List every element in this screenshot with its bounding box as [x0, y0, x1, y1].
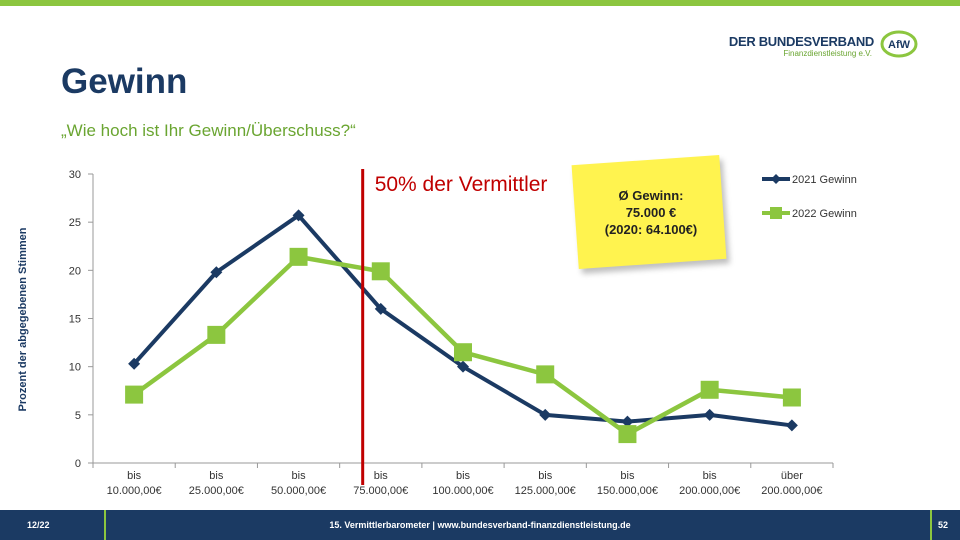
x-tick-label: 25.000,00€	[189, 485, 244, 497]
x-tick-label: 50.000,00€	[271, 485, 326, 497]
legend-label-1: 2021 Gewinn	[792, 174, 857, 186]
x-tick-label: 75.000,00€	[353, 485, 408, 497]
average-sticky-note: Ø Gewinn: 75.000 € (2020: 64.100€)	[571, 154, 727, 270]
x-tick-label: bis	[456, 470, 471, 482]
page-title: Gewinn	[61, 62, 188, 101]
x-tick-label: 200.000,00€	[679, 485, 740, 497]
logo-subtitle: Finanzdienstleistung e.V.	[783, 49, 872, 58]
x-tick-label: bis	[703, 470, 718, 482]
y-tick-label: 5	[75, 410, 81, 422]
series-2-point	[207, 325, 226, 344]
legend-marker-2	[770, 207, 782, 219]
page-subtitle: „Wie hoch ist Ihr Gewinn/Überschuss?“	[61, 121, 356, 140]
logo-mark-icon: AfW	[880, 30, 918, 58]
y-tick-label: 10	[69, 362, 81, 374]
sticky-note-text: Ø Gewinn: 75.000 € (2020: 64.100€)	[577, 187, 725, 238]
logo-mark-text: AfW	[888, 39, 911, 51]
x-tick-label: 100.000,00€	[432, 485, 493, 497]
series-2-point	[618, 425, 637, 444]
y-tick-label: 30	[69, 169, 81, 181]
series-2-point	[454, 343, 472, 362]
x-tick-label: bis	[620, 470, 635, 482]
y-tick-label: 20	[69, 265, 81, 277]
logo: DER BUNDESVERBAND Finanzdienstleistung e…	[729, 30, 920, 64]
top-accent-bar	[0, 0, 960, 6]
series-1-point	[128, 357, 141, 370]
series-2-point	[371, 262, 390, 281]
x-tick-label: 150.000,00€	[597, 485, 658, 497]
x-tick-label: bis	[127, 470, 142, 482]
series-2-point	[289, 247, 308, 266]
x-tick-label: 200.000,00€	[761, 485, 822, 497]
note-line-1: Ø Gewinn:	[618, 188, 684, 203]
y-tick-label: 15	[69, 314, 81, 326]
footer-page-number: 52	[937, 520, 948, 530]
series-2-point	[782, 388, 801, 407]
series-1-point	[374, 302, 387, 315]
series-1-point	[621, 415, 634, 428]
y-tick-label: 0	[75, 458, 81, 470]
x-tick-label: 125.000,00€	[515, 485, 576, 497]
note-line-2: 75.000 €	[625, 205, 677, 220]
footer-page-count: 12/22	[27, 520, 50, 530]
legend-label-2: 2022 Gewinn	[792, 208, 857, 220]
footer-bar: 12/22 15. Vermittlerbarometer | www.bund…	[0, 510, 960, 540]
footer-separator	[104, 510, 106, 540]
line-chart: 0 5 10 15 20 25 30 Prozent der abgegebenen Stim…	[17, 169, 857, 497]
legend-marker-1	[771, 174, 781, 184]
x-tick-label: bis	[292, 470, 307, 482]
footer-separator	[930, 510, 932, 540]
series-1-point	[785, 419, 798, 432]
x-tick-label: bis	[538, 470, 553, 482]
x-tick-label: 10.000,00€	[107, 485, 162, 497]
series-1-point	[457, 360, 469, 373]
series-2-point	[125, 385, 144, 404]
series-1-point	[703, 408, 716, 421]
series-2-point	[536, 365, 555, 384]
series-1-point	[210, 266, 223, 279]
x-tick-label: bis	[209, 470, 224, 482]
note-line-3: (2020: 64.100€)	[604, 222, 698, 237]
footer-center-text: 15. Vermittlerbarometer | www.bundesverb…	[329, 520, 631, 530]
median-marker-label: 50% der Vermittler	[375, 173, 548, 196]
x-tick-label: über	[781, 470, 803, 482]
x-tick-label: bis	[374, 470, 389, 482]
logo-title: DER BUNDESVERBAND	[728, 34, 874, 49]
series-1-point	[539, 408, 552, 421]
y-tick-label: 25	[69, 217, 81, 229]
series-2-point	[700, 380, 719, 399]
series-1-point	[292, 209, 305, 222]
y-axis-label: Prozent der abgegebenen Stimmen	[17, 227, 29, 411]
